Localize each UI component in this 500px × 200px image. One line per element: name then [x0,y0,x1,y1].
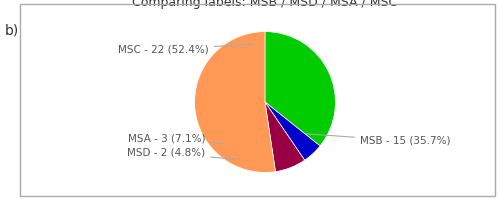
Text: b): b) [5,24,19,38]
Text: MSC - 22 (52.4%): MSC - 22 (52.4%) [118,44,252,54]
Title: Comparing labels: MSB / MSD / MSA / MSC: Comparing labels: MSB / MSD / MSA / MSC [132,0,398,9]
Text: MSB - 15 (35.7%): MSB - 15 (35.7%) [306,134,450,146]
Text: MSD - 2 (4.8%): MSD - 2 (4.8%) [127,148,236,159]
Wedge shape [194,32,276,172]
Text: MSA - 3 (7.1%): MSA - 3 (7.1%) [128,134,224,144]
Wedge shape [265,102,320,160]
Wedge shape [265,32,336,146]
Wedge shape [265,102,304,172]
